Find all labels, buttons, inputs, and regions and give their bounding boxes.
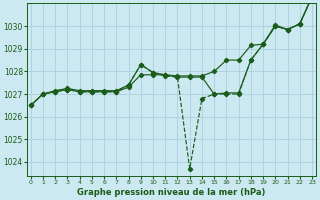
X-axis label: Graphe pression niveau de la mer (hPa): Graphe pression niveau de la mer (hPa) — [77, 188, 266, 197]
